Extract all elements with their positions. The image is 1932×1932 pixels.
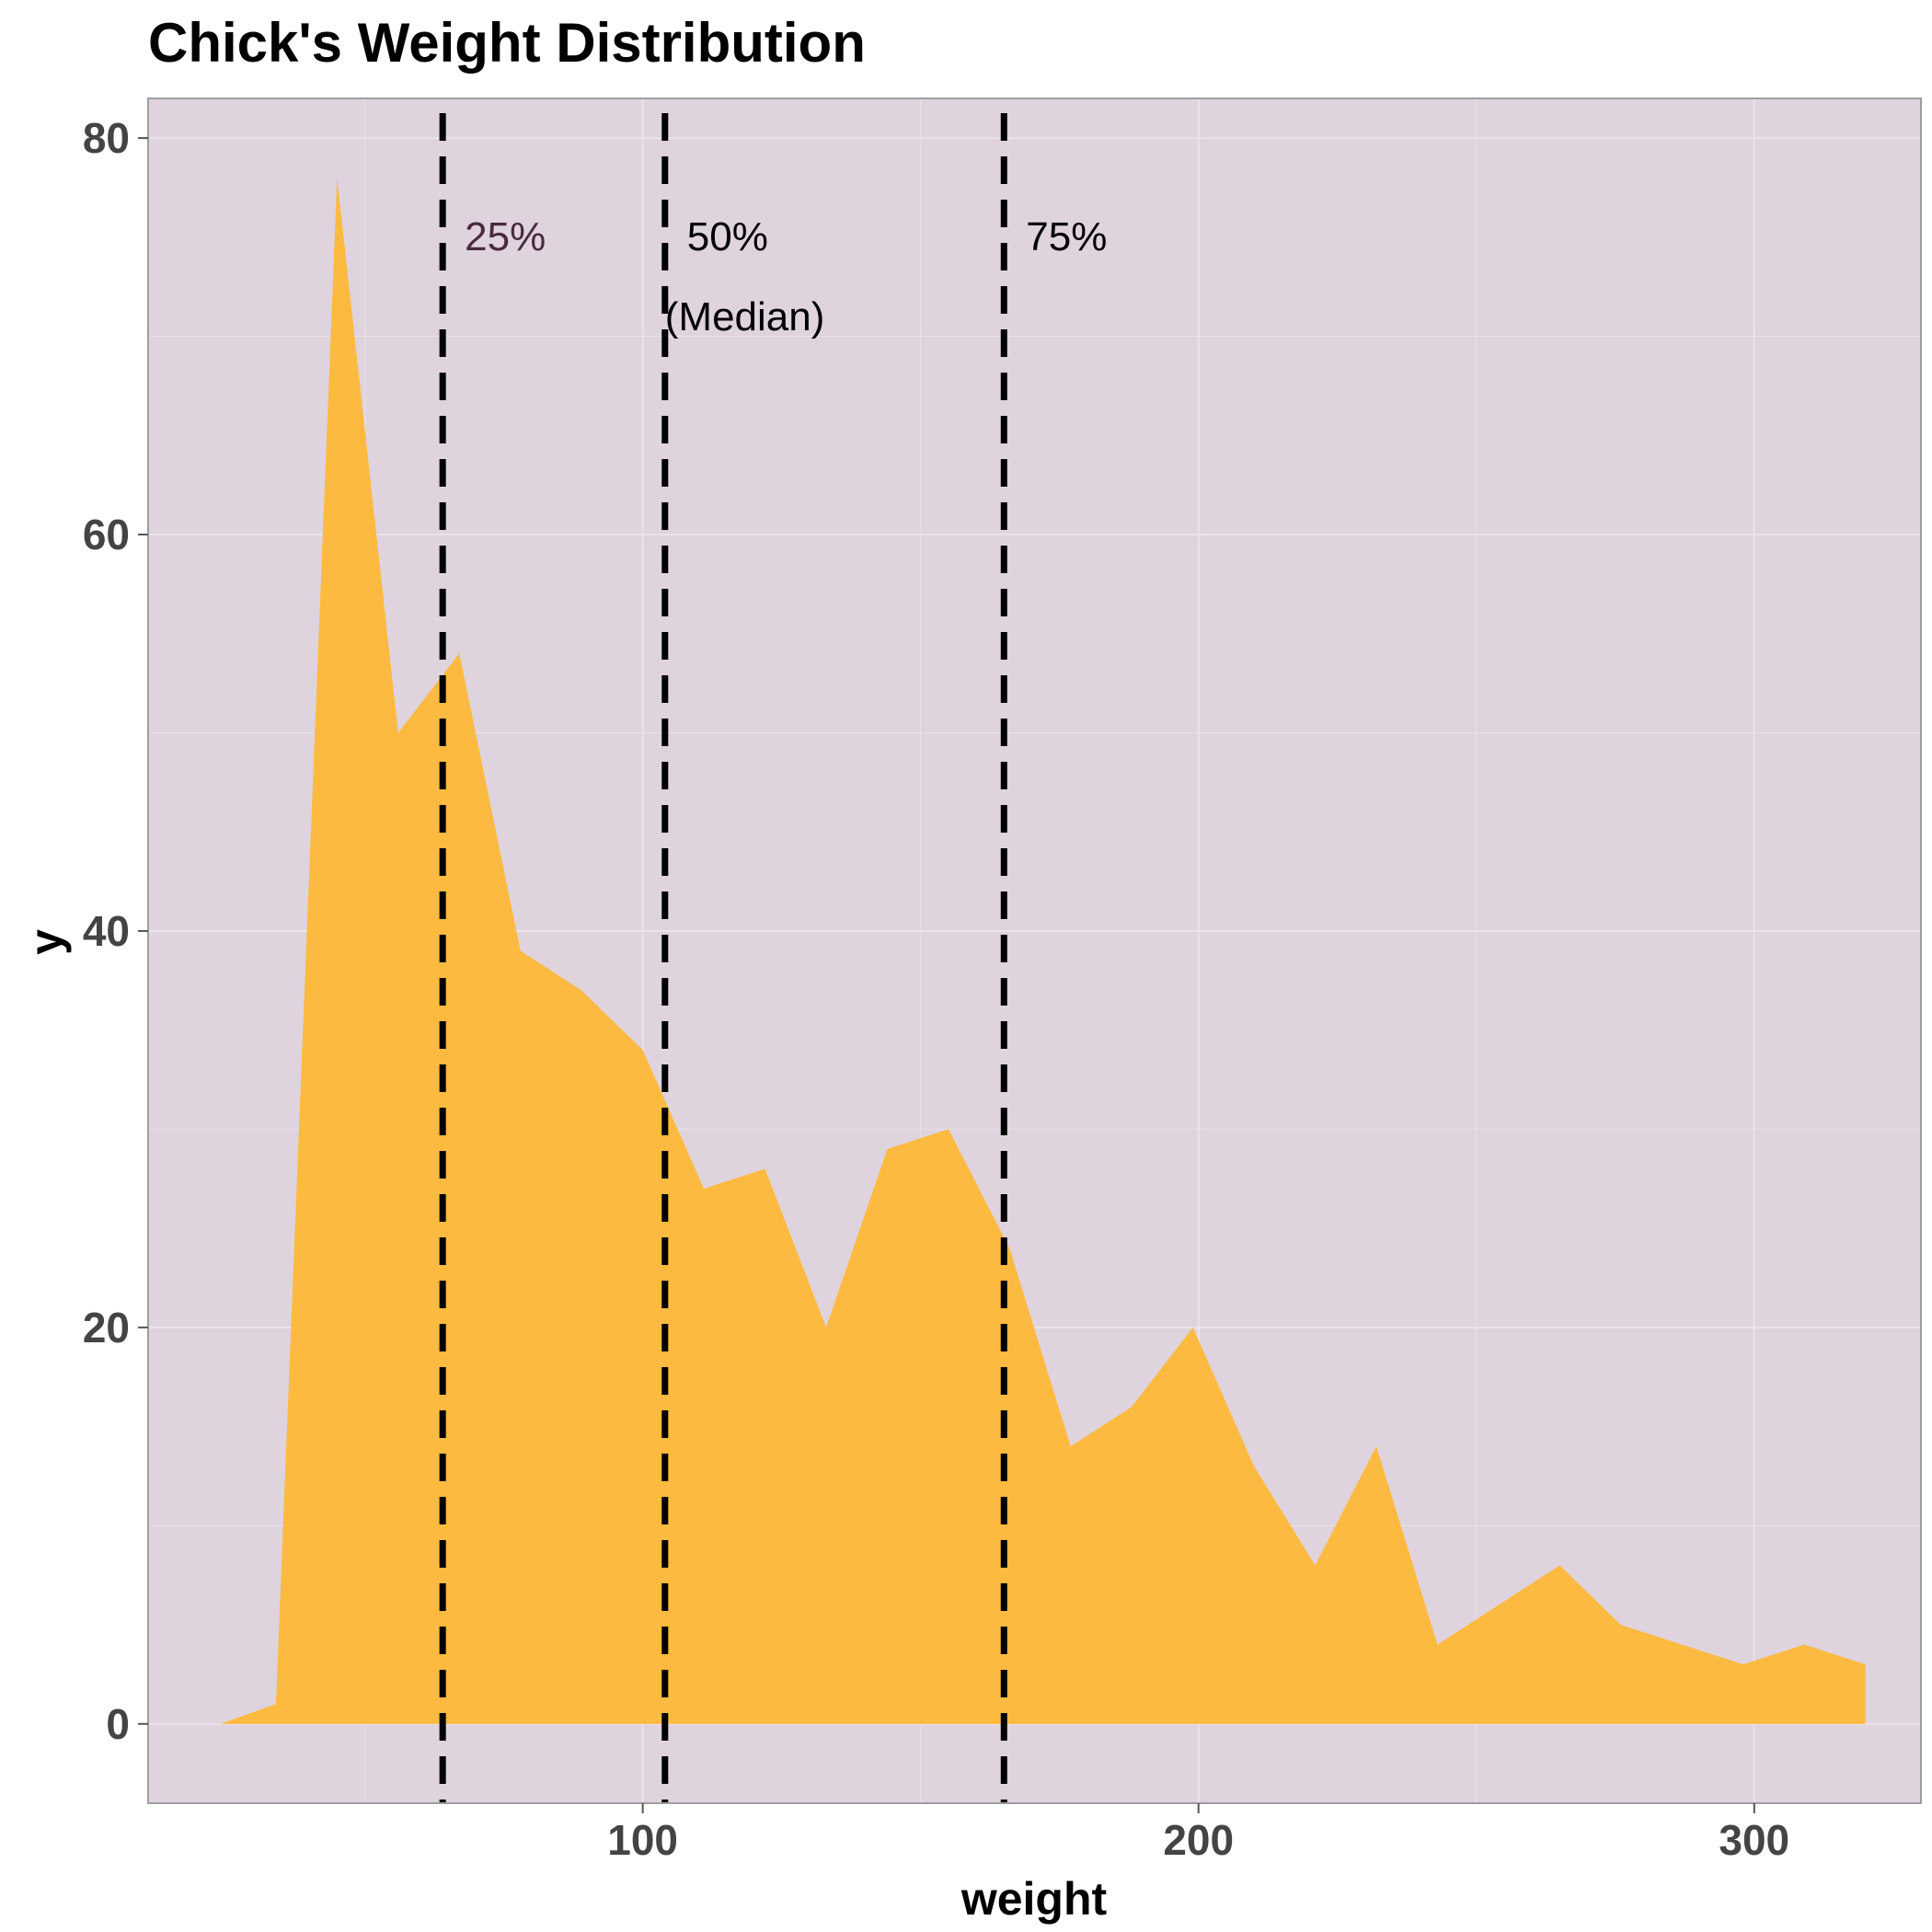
weight-distribution-area <box>220 178 1866 1724</box>
x-axis-ticks: 100 200 300 <box>607 1803 1789 1864</box>
chart-title: Chick's Weight Distribution <box>148 12 866 74</box>
y-tick-label: 20 <box>83 1304 130 1351</box>
y-tick-label: 40 <box>83 907 130 955</box>
quantile-label: 75% <box>1026 214 1107 259</box>
x-axis-title: weight <box>960 1873 1108 1925</box>
y-tick-label: 80 <box>83 114 130 162</box>
y-axis-ticks: 0 20 40 60 80 <box>83 114 148 1748</box>
plot-panel-border <box>147 98 1922 1804</box>
y-tick-label: 60 <box>83 511 130 558</box>
x-tick-label: 300 <box>1719 1816 1789 1864</box>
x-tick-label: 200 <box>1163 1816 1234 1864</box>
quantile-label: 50% <box>687 214 768 259</box>
quantile-label: 25% <box>465 214 546 259</box>
y-tick-label: 0 <box>106 1700 130 1748</box>
quantile-sublabel: (Median) <box>665 294 825 339</box>
y-axis-title: y <box>20 929 72 955</box>
x-tick-label: 100 <box>607 1816 678 1864</box>
quantile-lines: 25% 50% (Median) 75% <box>439 113 1107 1803</box>
